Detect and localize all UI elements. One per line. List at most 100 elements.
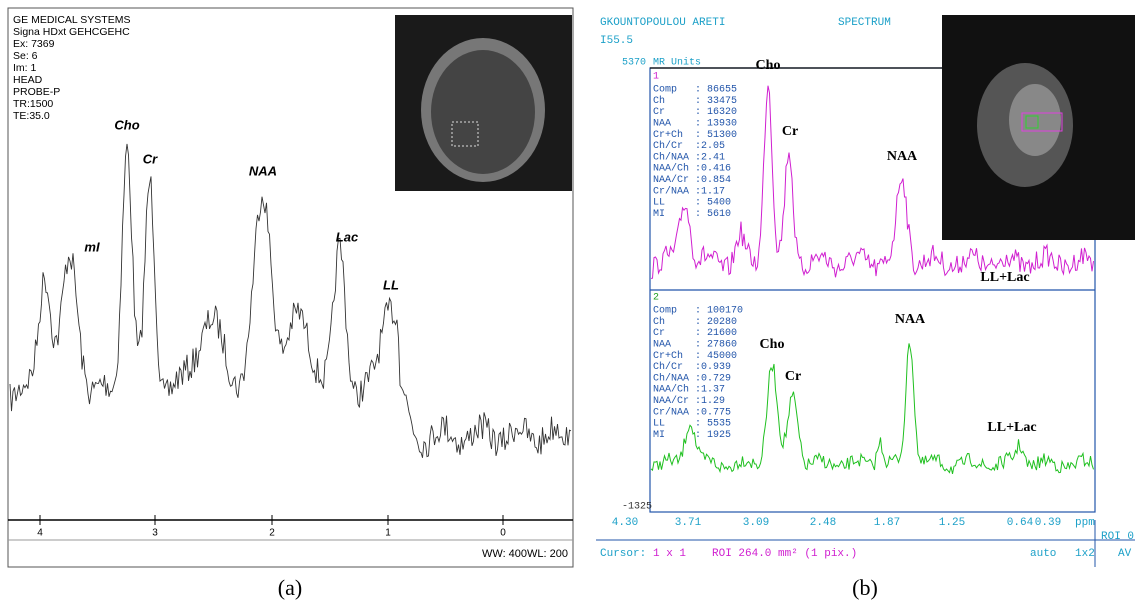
voxel bbox=[1025, 115, 1039, 129]
spectrum-index: 2 bbox=[653, 293, 659, 304]
mri-brain bbox=[1009, 84, 1061, 156]
stat-name: Cr+Ch bbox=[653, 129, 683, 141]
cursor-label: Cursor: bbox=[600, 548, 646, 560]
stat-value: : 33475 bbox=[695, 96, 737, 107]
stat-value: :2.41 bbox=[695, 152, 725, 163]
x-tick-label: 2 bbox=[269, 528, 275, 539]
units-label: MR Units bbox=[653, 57, 701, 69]
layout: 1x2 bbox=[1075, 548, 1095, 560]
stat-value: :0.854 bbox=[695, 175, 731, 186]
mri-brain bbox=[431, 50, 535, 174]
x-tick-label: 1 bbox=[385, 528, 391, 539]
peak-label: Lac bbox=[336, 229, 359, 244]
stat-name: NAA bbox=[653, 119, 671, 130]
header-line: PROBE-P bbox=[13, 86, 60, 98]
stat-value: : 5535 bbox=[695, 419, 731, 430]
peak-label: Cr bbox=[785, 369, 801, 384]
voxel bbox=[451, 121, 479, 147]
peak-label: Cho bbox=[760, 337, 785, 352]
stat-name: Cr bbox=[653, 328, 665, 339]
stat-name: NAA/Ch bbox=[653, 384, 689, 396]
y-bottom-label: -1325 bbox=[622, 502, 652, 513]
y-top-label: 5370 bbox=[622, 58, 646, 69]
stat-name: Ch/NAA bbox=[653, 372, 689, 384]
stat-value: :0.939 bbox=[695, 362, 731, 373]
stat-name: LL bbox=[653, 419, 665, 430]
stat-name: Ch/Cr bbox=[653, 361, 683, 373]
stat-name: MI bbox=[653, 430, 665, 441]
spectrum-index: 1 bbox=[653, 72, 659, 83]
x-tick-label: 1.25 bbox=[939, 517, 965, 529]
stat-value: : 45000 bbox=[695, 351, 737, 362]
patient-name: GKOUNTOPOULOU ARETI bbox=[600, 17, 725, 29]
stat-value: :0.729 bbox=[695, 373, 731, 384]
stat-value: :1.17 bbox=[695, 186, 725, 197]
stat-name: NAA/Cr bbox=[653, 395, 689, 407]
header-line: TE:35.0 bbox=[13, 110, 50, 122]
stat-value: : 86655 bbox=[695, 85, 737, 96]
peak-label: mI bbox=[84, 239, 100, 254]
stat-name: Ch bbox=[653, 95, 665, 107]
stat-value: :0.775 bbox=[695, 407, 731, 418]
series-id: I55.5 bbox=[600, 35, 633, 47]
roi-right: ROI 0 bbox=[1101, 531, 1134, 543]
stat-name: Cr bbox=[653, 107, 665, 118]
stat-name: Cr/NAA bbox=[653, 406, 689, 418]
stat-name: MI bbox=[653, 209, 665, 220]
peak-label: Cho bbox=[114, 117, 139, 132]
caption: (a) bbox=[278, 575, 302, 600]
peak-label: LL+Lac bbox=[987, 420, 1036, 435]
spectrum-trace bbox=[650, 343, 1094, 475]
header-line: TR:1500 bbox=[13, 98, 53, 110]
peak-label: Cr bbox=[143, 151, 158, 166]
x-tick-label: 0 bbox=[500, 528, 506, 539]
stat-value: :1.37 bbox=[695, 385, 725, 396]
panel-title: SPECTRUM bbox=[838, 17, 891, 29]
header-line: Se: 6 bbox=[13, 50, 38, 62]
stat-value: : 13930 bbox=[695, 119, 737, 130]
peak-label: NAA bbox=[249, 163, 277, 178]
stat-value: :2.05 bbox=[695, 141, 725, 152]
header-line: Signa HDxt GEHCGEHC bbox=[13, 26, 130, 38]
stat-value: :1.29 bbox=[695, 396, 725, 407]
stat-value: :0.416 bbox=[695, 164, 731, 175]
footer-text: WW: 400WL: 200 bbox=[482, 548, 568, 560]
header-line: Im: 1 bbox=[13, 62, 36, 74]
stat-value: : 51300 bbox=[695, 130, 737, 141]
stat-name: NAA/Cr bbox=[653, 174, 689, 186]
header-line: GE MEDICAL SYSTEMS bbox=[13, 14, 130, 26]
peak-label: NAA bbox=[887, 149, 918, 164]
peak-label: LL+Lac bbox=[980, 270, 1029, 285]
x-tick-label: 3.71 bbox=[675, 517, 702, 529]
stat-name: Ch/NAA bbox=[653, 151, 689, 163]
stat-name: LL bbox=[653, 198, 665, 209]
peak-label: Cho bbox=[756, 58, 781, 73]
x-tick-label: 2.48 bbox=[810, 517, 836, 529]
header-line: Ex: 7369 bbox=[13, 38, 55, 50]
stat-name: Ch/Cr bbox=[653, 140, 683, 152]
x-tick-label: 0.64 bbox=[1007, 517, 1034, 529]
stat-value: : 5610 bbox=[695, 209, 731, 220]
stat-name: Cr+Ch bbox=[653, 350, 683, 362]
x-tick-label: 1.87 bbox=[874, 517, 900, 529]
x-tick-label: 3.09 bbox=[743, 517, 769, 529]
caption: (b) bbox=[852, 575, 878, 600]
x-tick-label: 0.39 bbox=[1035, 517, 1061, 529]
spectrum-trace bbox=[650, 85, 1094, 279]
peak-label: Cr bbox=[782, 124, 798, 139]
header-line: HEAD bbox=[13, 74, 43, 86]
voxel bbox=[1021, 112, 1063, 132]
roi-info: ROI 264.0 mm² (1 pix.) bbox=[712, 548, 857, 560]
peak-label: LL bbox=[383, 277, 399, 292]
x-tick-label: 4 bbox=[37, 528, 43, 539]
stat-value: : 100170 bbox=[695, 306, 743, 317]
mode: auto bbox=[1030, 548, 1056, 560]
peak-label: NAA bbox=[895, 312, 926, 327]
stat-name: NAA bbox=[653, 340, 671, 351]
cursor-value: 1 x 1 bbox=[653, 548, 686, 560]
stat-name: Cr/NAA bbox=[653, 185, 689, 197]
spectrum-trace bbox=[9, 143, 572, 458]
stat-name: Comp bbox=[653, 306, 677, 317]
stat-value: : 5400 bbox=[695, 198, 731, 209]
